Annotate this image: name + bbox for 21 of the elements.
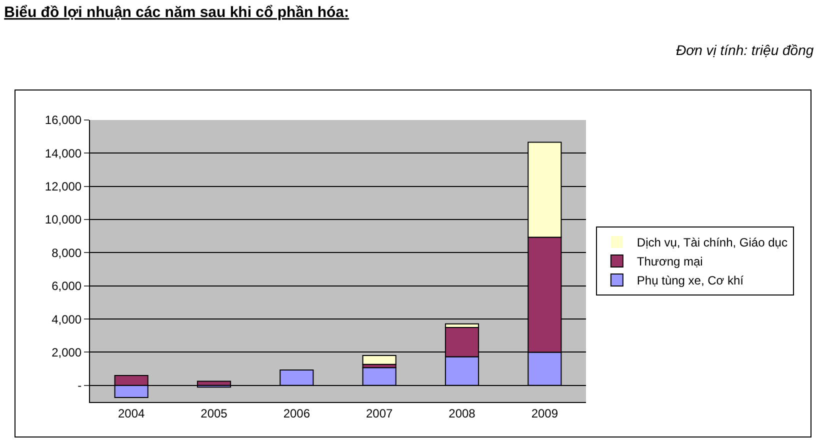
y-tick-label: 14,000 [44,146,82,160]
x-tick-label: 2009 [531,406,558,420]
x-tick-label: 2006 [283,406,310,420]
x-tick-label: 2004 [118,406,145,420]
y-tick-label: 6,000 [52,279,82,294]
x-tick-label: 2008 [448,406,476,420]
x-tick-label: 2007 [366,406,393,420]
legend-label: Thương mại [636,254,703,269]
y-tick-label: 16,000 [44,113,82,128]
y-tick-label: 4,000 [52,312,82,326]
y-tick-label: 8,000 [52,246,82,260]
legend-label: Dịch vụ, Tài chính, Giáo dục [636,236,788,250]
y-tick-label: - [78,378,82,393]
y-tick-label: 2,000 [52,345,82,360]
chart-title: Biểu đồ lợi nhuận các năm sau khi cổ phần hóa: [4,4,350,22]
legend-label: Phụ tùng xe, Cơ khí [636,274,744,288]
bar [362,355,396,365]
x-tick-label: 2005 [200,406,228,420]
y-tick-label: 10,000 [44,212,82,227]
text: Đơn vị tính: triệu đồng [676,42,814,58]
y-tick-label: 12,000 [44,180,82,194]
